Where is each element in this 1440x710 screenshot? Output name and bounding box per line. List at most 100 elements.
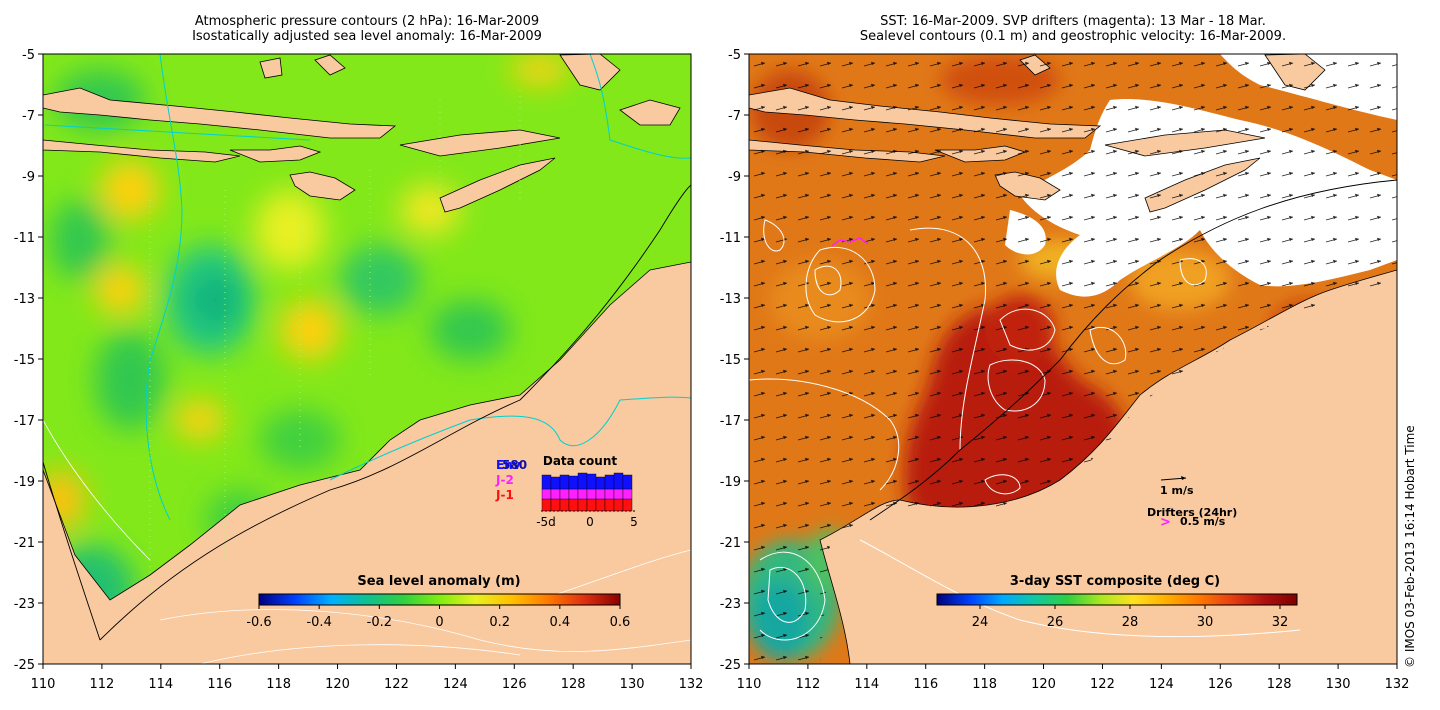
x-tick-label: 130	[620, 677, 645, 692]
x-tick-label: 132	[1385, 677, 1410, 692]
count-bar-j2	[541, 488, 552, 500]
x-tick-label: 122	[1090, 677, 1115, 692]
x-tick-label: 126	[1208, 677, 1233, 692]
x-tick-label: 110	[737, 677, 762, 692]
y-tick-label: -21	[14, 536, 35, 551]
sst-shelf-break-line	[869, 179, 1397, 521]
sst-colorbar: 3-day SST composite (deg C) 24 26 28 30 32	[936, 574, 1298, 630]
x-tick-label: 118	[266, 677, 291, 692]
sst-title: SST: 16-Mar-2009. SVP drifters (magenta)…	[749, 14, 1397, 44]
y-tick-label: -15	[720, 353, 741, 368]
x-tick-label: 128	[1267, 677, 1292, 692]
count-bar-j1	[604, 498, 615, 512]
y-tick-label: -5	[22, 48, 35, 63]
data-count-label-mid: 0	[586, 515, 594, 529]
sla-title: Atmospheric pressure contours (2 hPa): 1…	[43, 14, 691, 44]
x-tick-label: 120	[325, 677, 350, 692]
y-tick-label: -11	[14, 231, 35, 246]
colorbar-tick-label: 28	[1122, 615, 1139, 630]
x-tick-label: 124	[443, 677, 468, 692]
sst-colorbar-label: 3-day SST composite (deg C)	[1010, 574, 1220, 589]
drifter-key-symbol: >	[1160, 515, 1171, 530]
x-tick-label: 126	[502, 677, 527, 692]
x-tick-label: 114	[148, 677, 173, 692]
count-bar-j2	[550, 488, 561, 500]
x-tick-label: 130	[1326, 677, 1351, 692]
colorbar-tick-label: 0.4	[549, 615, 570, 630]
count-bar-j1	[568, 498, 579, 512]
sla-map-panel: 110 112 114 116 118 120 122 124 126 128 130 132 -5 -7…	[14, 48, 704, 692]
x-tick-label: 122	[384, 677, 409, 692]
colorbar-tick-label: 30	[1197, 615, 1214, 630]
mission-j2-label: J-2	[495, 473, 514, 487]
count-bar-j2	[613, 488, 624, 500]
mission-j1-label: J-1	[495, 488, 514, 502]
x-tick-label: 120	[1031, 677, 1056, 692]
y-tick-label: -23	[720, 597, 741, 612]
y-tick-label: -25	[14, 658, 35, 673]
count-bar-env	[586, 473, 597, 490]
colorbar-tick-label: -0.4	[306, 615, 331, 630]
count-bar-j1	[586, 498, 597, 512]
count-bar-j1	[595, 498, 606, 512]
x-tick-label: 110	[31, 677, 56, 692]
sst-title-line-2: Sealevel contours (0.1 m) and geostrophi…	[859, 29, 1287, 44]
count-bar-j2	[559, 488, 570, 500]
colorbar-tick-label: -0.2	[367, 615, 392, 630]
mission-overlap-label: 580	[502, 458, 527, 472]
y-tick-label: -13	[720, 292, 741, 307]
sla-contours	[43, 419, 691, 664]
sla-colorbar-label: Sea level anomaly (m)	[357, 574, 520, 589]
drifters-label: Drifters (24hr)	[1147, 506, 1237, 519]
count-bar-j1	[577, 498, 588, 512]
count-bar-j2	[604, 488, 615, 500]
sla-field	[43, 54, 691, 664]
sst-title-line-1: SST: 16-Mar-2009. SVP drifters (magenta)…	[880, 14, 1266, 29]
y-tick-label: -15	[14, 353, 35, 368]
y-tick-label: -19	[720, 475, 741, 490]
pressure-contours	[44, 54, 691, 521]
imos-credit: © IMOS 03-Feb-2013 16:14 Hobart Time	[1403, 425, 1417, 668]
x-tick-label: 128	[561, 677, 586, 692]
mission-env-label: Env	[496, 458, 521, 472]
count-bar-env	[595, 476, 606, 490]
drifter-key-label: 0.5 m/s	[1180, 515, 1226, 528]
y-tick-label: -23	[14, 597, 35, 612]
x-tick-label: 114	[854, 677, 879, 692]
colorbar-tick-label: 0.6	[610, 615, 631, 630]
count-bar-j2	[568, 488, 579, 500]
sla-title-line-2: Isostatically adjusted sea level anomaly…	[192, 29, 542, 44]
data-count-title: Data count	[543, 454, 618, 468]
y-tick-label: -11	[720, 231, 741, 246]
y-tick-label: -9	[728, 170, 741, 185]
colorbar-tick-label: 32	[1272, 615, 1289, 630]
sst-field	[749, 54, 1397, 664]
count-bar-env	[604, 474, 615, 490]
data-count-bars	[541, 472, 633, 512]
data-count-label-start: -5d	[536, 515, 556, 529]
count-bar-j1	[550, 498, 561, 512]
count-bar-j2	[595, 488, 606, 500]
colorbar-tick-label: 0.2	[489, 615, 510, 630]
y-tick-label: -19	[14, 475, 35, 490]
sla-title-line-1: Atmospheric pressure contours (2 hPa): 1…	[194, 14, 540, 29]
colorbar-tick-label: 0	[435, 615, 443, 630]
sla-colorbar-ticks: -0.6 -0.4 -0.2 0 0.2 0.4 0.6	[246, 605, 630, 630]
y-tick-label: -25	[720, 658, 741, 673]
x-tick-label: 116	[913, 677, 938, 692]
drifter-track	[831, 237, 869, 247]
sst-colorbar-ticks: 24 26 28 30 32	[972, 605, 1289, 630]
count-bar-j1	[613, 498, 624, 512]
x-tick-label: 118	[972, 677, 997, 692]
y-tick-label: -7	[728, 109, 741, 124]
y-tick-label: -9	[22, 170, 35, 185]
count-bar-env	[622, 474, 633, 490]
x-tick-label: 112	[795, 677, 820, 692]
sst-colorbar-ramp	[936, 593, 1298, 606]
colorbar-tick-label: -0.6	[246, 615, 271, 630]
x-tick-label: 132	[679, 677, 704, 692]
data-count-inset: Data count Env 580 J-2 J-1 -5d 0 5	[495, 454, 638, 529]
count-bar-env	[559, 474, 570, 490]
